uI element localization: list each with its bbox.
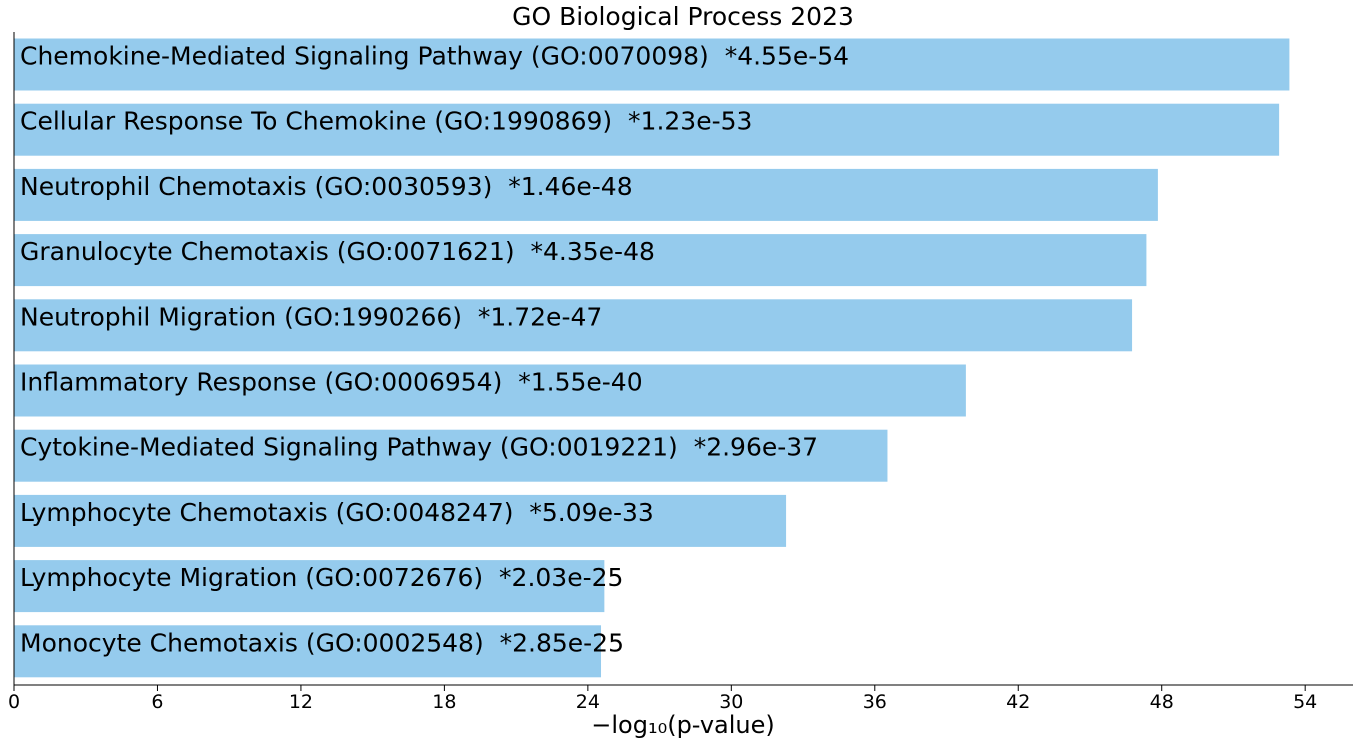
bar [14,38,1290,91]
x-tick-label: 36 [863,691,887,713]
bar-label: Lymphocyte Chemotaxis (GO:0048247) *5.09… [20,498,654,527]
bar-label: Chemokine-Mediated Signaling Pathway (GO… [20,42,849,71]
bar-label: Inflammatory Response (GO:0006954) *1.55… [20,368,643,397]
bar [14,364,966,417]
bar-label: Cellular Response To Chemokine (GO:19908… [20,107,752,136]
bar-label: Neutrophil Migration (GO:1990266) *1.72e… [20,302,602,331]
bar [14,234,1147,287]
x-axis-label: −log₁₀(p-value) [591,711,775,739]
x-tick-label: 48 [1150,691,1174,713]
x-tick-label: 18 [432,691,456,713]
chart-title: GO Biological Process 2023 [512,2,854,31]
bar [14,494,787,547]
x-tick-label: 0 [8,691,20,713]
x-tick-label: 42 [1006,691,1030,713]
bar [14,299,1133,352]
x-tick-label: 24 [576,691,600,713]
bar-label: Cytokine-Mediated Signaling Pathway (GO:… [20,433,818,462]
bar-label: Lymphocyte Migration (GO:0072676) *2.03e… [20,563,623,592]
x-tick-label: 54 [1293,691,1317,713]
x-tick-label: 12 [289,691,313,713]
bar-label: Monocyte Chemotaxis (GO:0002548) *2.85e-… [20,628,624,657]
x-tick-label: 30 [719,691,743,713]
x-tick-label: 6 [151,691,163,713]
bar [14,429,888,482]
bar [14,103,1280,156]
bar [14,625,602,678]
bar [14,168,1158,221]
bar-label: Neutrophil Chemotaxis (GO:0030593) *1.46… [20,172,633,201]
bar-label: Granulocyte Chemotaxis (GO:0071621) *4.3… [20,237,655,266]
bar [14,560,605,613]
